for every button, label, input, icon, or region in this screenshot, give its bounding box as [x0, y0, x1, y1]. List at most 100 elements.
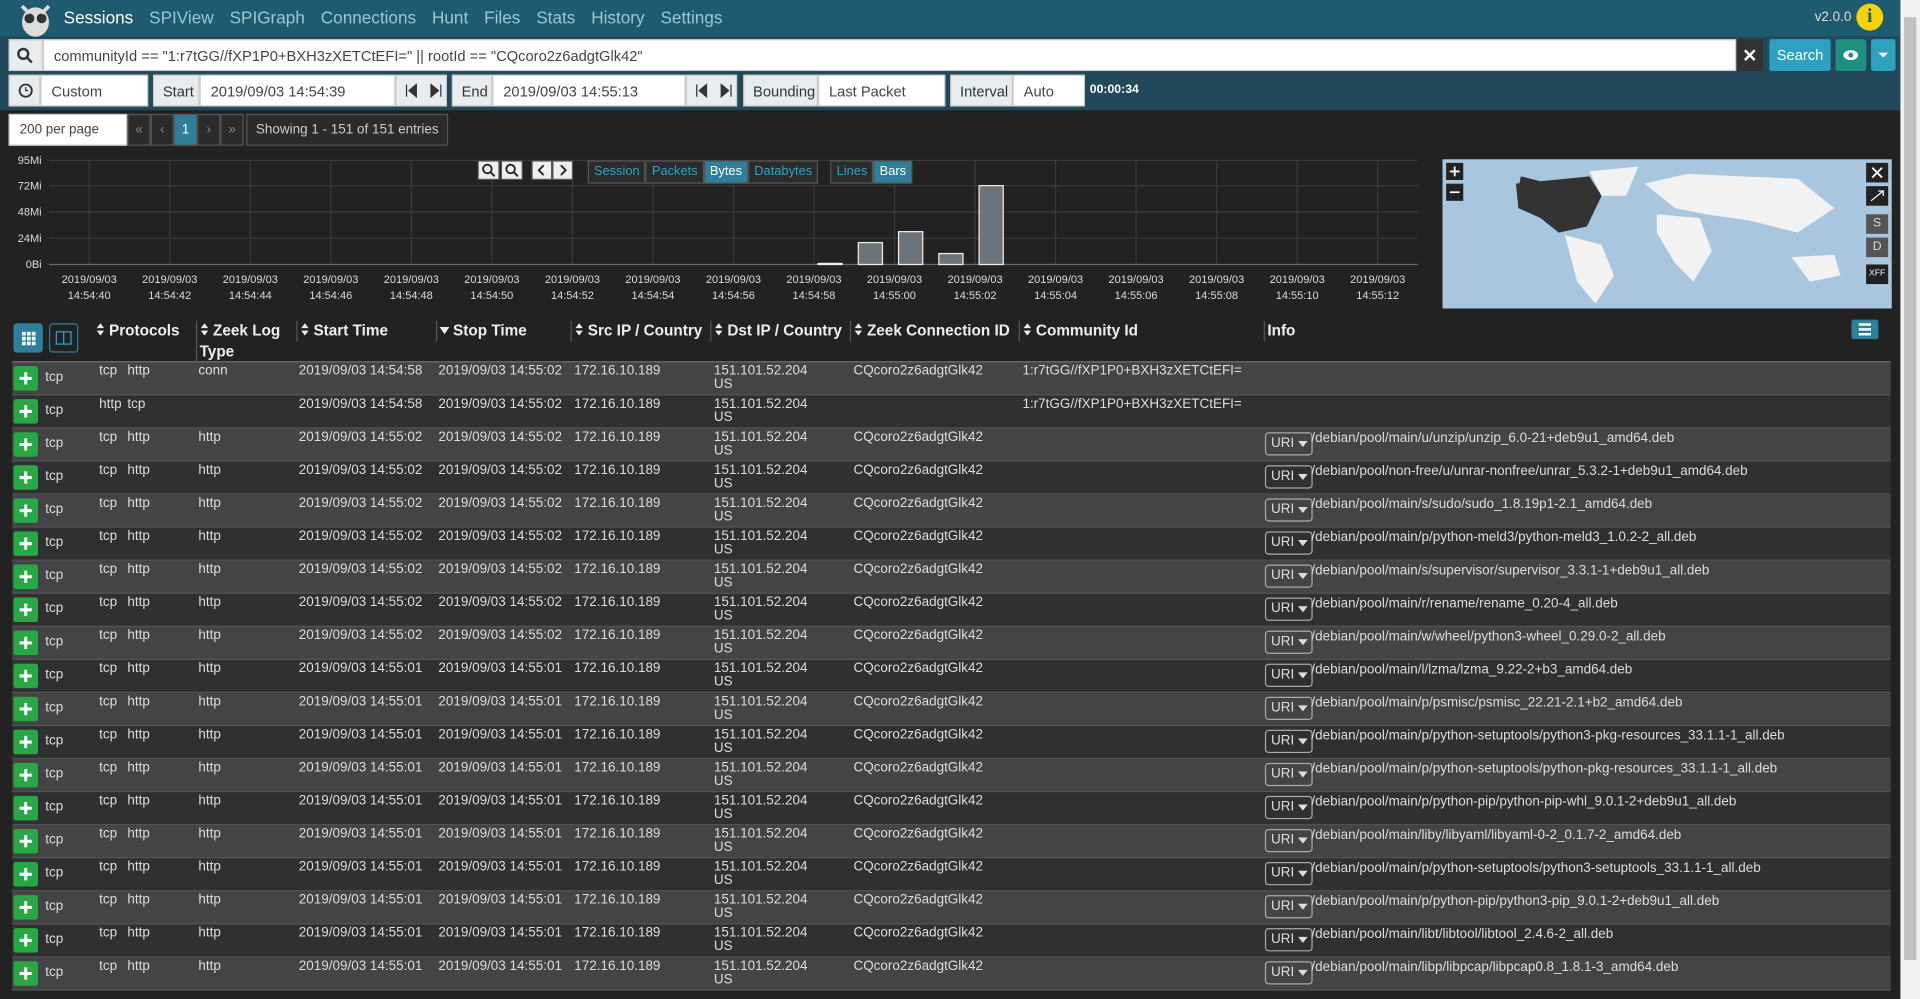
graph-type-button[interactable]: Bytes — [703, 160, 749, 184]
page-button[interactable]: « — [127, 113, 151, 146]
info-columns[interactable] — [1851, 319, 1879, 340]
uri-dropdown[interactable]: URI — [1264, 895, 1313, 919]
interval-select[interactable]: Auto — [1012, 74, 1085, 107]
expand-button[interactable] — [13, 828, 38, 854]
layout-toggle[interactable] — [48, 323, 79, 353]
cell-protocols-1: http — [127, 859, 150, 875]
range-select[interactable]: Custom — [40, 74, 149, 107]
cell-dst: 151.101.52.204 — [713, 595, 808, 610]
column-toggle[interactable] — [13, 323, 43, 353]
actions-dropdown[interactable] — [1871, 39, 1896, 72]
cell-uri: /debian/pool/main/p/python-pip/python3-p… — [1311, 893, 1720, 909]
cell-conn-id: CQcoro2z6adgtGlk42 — [853, 495, 983, 511]
pan-buttons[interactable] — [531, 160, 574, 183]
cell-stop: 2019/09/03 14:55:02 — [438, 495, 562, 511]
end-nav[interactable] — [685, 74, 738, 107]
uri-dropdown[interactable]: URI — [1264, 762, 1313, 787]
uri-dropdown[interactable]: URI — [1264, 597, 1313, 621]
cell-protocols-0: tcp — [99, 694, 118, 709]
graph-type-button[interactable]: Databytes — [748, 160, 819, 184]
bounding-select[interactable]: Last Packet — [817, 74, 946, 107]
uri-dropdown[interactable]: URI — [1264, 729, 1313, 754]
table-row — [12, 759, 1891, 793]
expand-button[interactable] — [13, 961, 38, 986]
map[interactable] — [1442, 159, 1892, 309]
scrollbar[interactable] — [1900, 0, 1920, 999]
page-button[interactable]: ‹ — [150, 113, 174, 146]
nav-item[interactable]: Settings — [660, 7, 723, 27]
map-button[interactable]: D — [1866, 237, 1889, 258]
expand-button[interactable] — [13, 895, 38, 920]
expand-button[interactable] — [13, 795, 38, 821]
navbar — [0, 0, 1901, 37]
uri-dropdown[interactable]: URI — [1264, 696, 1313, 721]
nav-item[interactable]: Sessions — [63, 7, 134, 27]
cell-protocols-0: tcp — [99, 859, 118, 875]
expand-button[interactable] — [13, 696, 38, 722]
nav-item[interactable]: SPIGraph — [229, 7, 305, 27]
graph-type-button[interactable]: Session — [587, 160, 646, 184]
expand-button[interactable] — [13, 564, 38, 589]
page-button[interactable]: › — [197, 113, 221, 146]
expand-button[interactable] — [13, 862, 38, 887]
per-page-select[interactable]: 200 per page — [8, 113, 128, 146]
expand-button[interactable] — [13, 928, 38, 953]
uri-dropdown[interactable]: URI — [1264, 795, 1313, 820]
expand-button[interactable] — [13, 630, 38, 656]
map-button[interactable]: S — [1866, 214, 1889, 234]
expand-button[interactable] — [13, 729, 38, 755]
nav-item[interactable]: History — [591, 7, 645, 27]
expand-button[interactable] — [13, 531, 38, 556]
search-button[interactable]: Search — [1769, 39, 1831, 72]
table-header — [12, 317, 1891, 363]
graph-style-button[interactable]: Lines — [830, 160, 874, 184]
expand-button[interactable] — [13, 663, 38, 689]
nav-item[interactable]: Connections — [320, 7, 417, 27]
nav-item[interactable]: Stats — [536, 7, 576, 27]
expand-button[interactable] — [13, 366, 38, 391]
cell-protocols-0: tcp — [99, 562, 118, 577]
info-button[interactable]: i — [1856, 3, 1884, 31]
cell-conn-id: CQcoro2z6adgtGlk42 — [853, 727, 983, 743]
expand-button[interactable] — [13, 432, 38, 457]
cell-src: 172.16.10.189 — [574, 727, 661, 743]
cell-uri: /debian/pool/main/u/unzip/unzip_6.0-21+d… — [1311, 431, 1675, 446]
map-button[interactable]: XFF — [1866, 264, 1889, 285]
cell-src: 172.16.10.189 — [574, 925, 661, 941]
uri-dropdown[interactable]: URI — [1264, 465, 1313, 489]
uri-dropdown[interactable]: URI — [1264, 663, 1313, 687]
start-nav[interactable] — [395, 74, 447, 107]
page-button[interactable]: » — [220, 113, 244, 146]
cell-proto: tcp — [45, 799, 64, 815]
views-button[interactable] — [1835, 39, 1867, 72]
graph-style-button[interactable]: Bars — [873, 160, 913, 184]
cell-start: 2019/09/03 14:55:01 — [298, 760, 423, 776]
nav-item[interactable]: Hunt — [431, 7, 469, 27]
cell-dst: 151.101.52.204 — [713, 528, 808, 544]
expand-button[interactable] — [13, 762, 38, 788]
expand-button[interactable] — [13, 498, 38, 523]
search-input[interactable]: communityId == "1:r7tGG//fXP1P0+BXH3zXET… — [42, 39, 1737, 72]
uri-dropdown[interactable]: URI — [1264, 498, 1313, 522]
uri-dropdown[interactable]: URI — [1264, 531, 1313, 555]
cell-protocols-1: http — [127, 793, 150, 809]
nav-item[interactable]: Files — [484, 7, 521, 27]
expand-button[interactable] — [13, 399, 38, 424]
uri-dropdown[interactable]: URI — [1264, 928, 1313, 952]
uri-dropdown[interactable]: URI — [1264, 961, 1313, 985]
expand-button[interactable] — [13, 465, 38, 490]
uri-dropdown[interactable]: URI — [1264, 828, 1313, 853]
uri-dropdown[interactable]: URI — [1264, 564, 1313, 588]
cell-uri: /debian/pool/main/p/python-pip/python-pi… — [1311, 794, 1737, 810]
start-input[interactable]: 2019/09/03 14:54:39 — [199, 74, 396, 107]
nav-item[interactable]: SPIView — [149, 7, 214, 27]
graph-type-button[interactable]: Packets — [645, 160, 704, 184]
page-button[interactable]: 1 — [173, 113, 198, 146]
expand-button[interactable] — [13, 597, 38, 623]
cell-dst: 151.101.52.204 — [713, 628, 808, 643]
uri-dropdown[interactable]: URI — [1264, 432, 1313, 456]
uri-dropdown[interactable]: URI — [1264, 630, 1313, 654]
end-input[interactable]: 2019/09/03 14:55:13 — [492, 74, 686, 107]
clear-button[interactable] — [1736, 39, 1764, 72]
uri-dropdown[interactable]: URI — [1264, 862, 1313, 886]
